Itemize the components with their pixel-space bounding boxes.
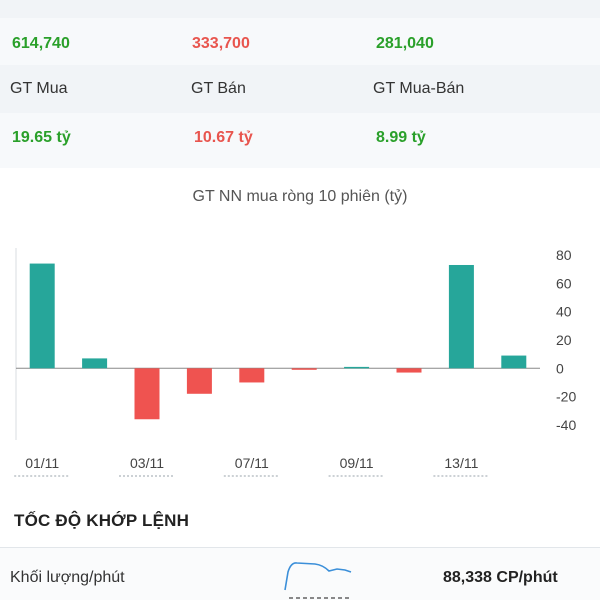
speed-label: Khối lượng/phút: [10, 569, 125, 586]
y-tick-label: 20: [556, 332, 572, 348]
net-buy-chart: 80 60 40 20 0 -20 -40 01/11 03/11 07/11 09/11 13/11: [14, 247, 576, 477]
sell-volume: 333,700: [192, 35, 250, 52]
bar: [344, 366, 370, 369]
chart-title: GT NN mua ròng 10 phiên (tỷ): [192, 188, 408, 205]
x-tick-label: 09/11: [340, 455, 374, 471]
sell-value: 10.67 tỷ: [194, 129, 253, 146]
y-tick-label: 60: [556, 275, 572, 291]
buy-volume: 614,740: [12, 35, 70, 52]
y-tick-label: 80: [556, 247, 572, 263]
bar: [239, 368, 265, 383]
y-tick-label: 40: [556, 304, 572, 320]
net-value: 8.99 tỷ: [376, 129, 426, 146]
x-tick-label: 03/11: [130, 455, 164, 471]
y-tick-label: -40: [556, 417, 576, 433]
bar: [82, 358, 108, 369]
section-divider: [0, 547, 600, 548]
section-title: TỐC ĐỘ KHỚP LỆNH: [14, 511, 190, 530]
bar: [186, 368, 212, 394]
bar: [134, 368, 160, 420]
value-labels-row: GT Mua GT Bán GT Mua-Bán: [0, 65, 600, 113]
value-row: 19.65 tỷ 10.67 tỷ 8.99 tỷ: [0, 113, 600, 168]
speed-sparkline: [284, 562, 352, 599]
buy-value-label: GT Mua: [10, 80, 68, 97]
y-tick-label: 0: [556, 360, 564, 376]
bar: [501, 355, 527, 369]
bar: [396, 368, 422, 373]
x-tick-label: 13/11: [444, 455, 478, 471]
bar: [291, 368, 317, 370]
x-tick-label: 07/11: [235, 455, 269, 471]
sell-value-label: GT Bán: [191, 80, 246, 97]
bar: [448, 264, 474, 369]
x-tick-label: 01/11: [25, 455, 59, 471]
net-value-label: GT Mua-Bán: [373, 80, 465, 97]
y-tick-label: -20: [556, 389, 576, 405]
speed-row: Khối lượng/phút 88,338 CP/phút: [0, 548, 600, 600]
partial-header-strip: [0, 0, 600, 18]
net-volume: 281,040: [376, 35, 434, 52]
bar: [29, 263, 55, 369]
speed-value: 88,338 CP/phút: [443, 569, 558, 586]
buy-value: 19.65 tỷ: [12, 129, 71, 146]
